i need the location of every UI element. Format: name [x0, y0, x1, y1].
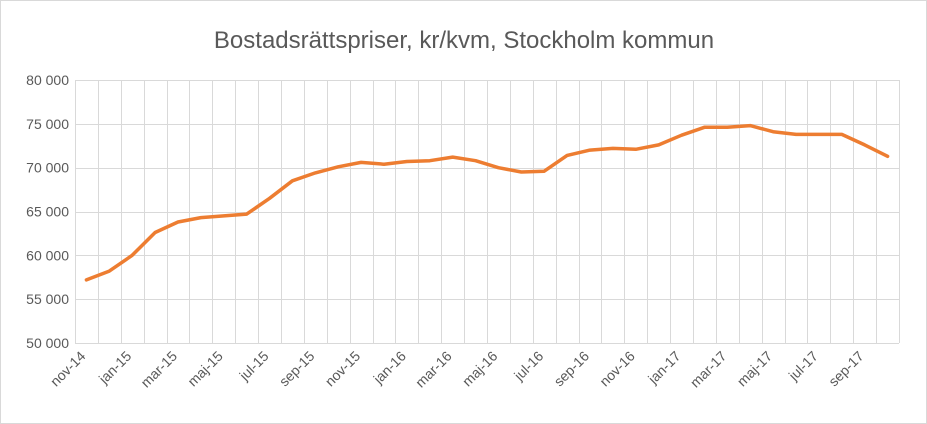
x-axis-tick-labels: nov-14 jan-15 mar-15 maj-15 jul-15 sep-15 nov-…: [47, 348, 867, 391]
x-tick-label: sep-17: [825, 348, 867, 390]
grid-lines: [75, 80, 900, 344]
x-tick-label: maj-16: [459, 348, 501, 390]
x-tick-label: jul-17: [785, 348, 821, 384]
y-tick-label: 70 000: [26, 160, 69, 176]
x-tick-label: mar-15: [137, 348, 180, 391]
y-tick-label: 60 000: [26, 247, 69, 263]
x-tick-label: mar-17: [687, 348, 730, 391]
y-tick-label: 80 000: [26, 72, 69, 88]
y-tick-label: 55 000: [26, 291, 69, 307]
chart-title: Bostadsrättspriser, kr/kvm, Stockholm ko…: [214, 27, 714, 54]
x-tick-label: maj-15: [184, 348, 226, 390]
y-tick-label: 50 000: [26, 335, 69, 351]
y-axis-tick-labels: 50 000 55 000 60 000 65 000 70 000 75 000 80 0…: [26, 72, 69, 351]
y-tick-label: 65 000: [26, 204, 69, 220]
x-tick-label: sep-15: [276, 348, 318, 390]
x-tick-label: jan-15: [95, 348, 135, 388]
x-tick-label: jul-16: [510, 348, 546, 384]
x-tick-label: jul-15: [235, 348, 271, 384]
x-tick-label: jan-16: [369, 348, 409, 388]
x-tick-label: nov-14: [47, 348, 89, 390]
x-tick-label: nov-15: [322, 348, 364, 390]
x-tick-label: jan-17: [644, 348, 684, 388]
x-tick-label: nov-16: [596, 348, 638, 390]
series-layer: [84, 123, 890, 282]
x-tick-label: maj-17: [734, 348, 776, 390]
series-line-0: [84, 123, 890, 282]
x-tick-label: mar-16: [412, 348, 455, 391]
x-tick-label: sep-16: [551, 348, 593, 390]
y-tick-label: 75 000: [26, 116, 69, 132]
